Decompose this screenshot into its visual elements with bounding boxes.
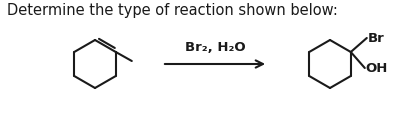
Text: Determine the type of reaction shown below:: Determine the type of reaction shown bel… <box>7 3 338 18</box>
Text: OH: OH <box>366 62 388 75</box>
Text: Br: Br <box>368 31 385 44</box>
Text: Br₂, H₂O: Br₂, H₂O <box>185 41 245 54</box>
